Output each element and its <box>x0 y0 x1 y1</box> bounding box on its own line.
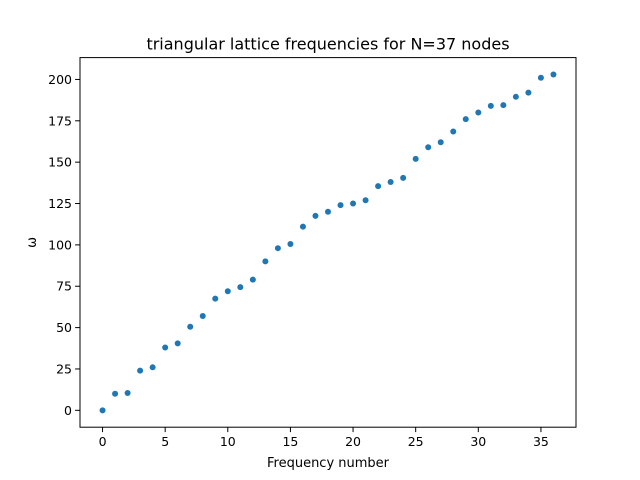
data-point <box>237 284 244 291</box>
x-tick-label: 30 <box>470 434 486 449</box>
plot-area <box>80 57 576 428</box>
data-point <box>199 313 206 320</box>
data-point <box>462 116 469 123</box>
y-tick-label: 100 <box>48 237 72 252</box>
data-point <box>337 202 344 209</box>
x-tick-label: 0 <box>99 434 107 449</box>
data-point <box>500 102 507 109</box>
x-tick-label: 5 <box>161 434 169 449</box>
x-axis-ticks: 0 5 10 15 20 25 30 35 <box>99 427 549 449</box>
data-point <box>187 323 194 330</box>
data-point <box>249 276 256 283</box>
x-tick-label: 20 <box>345 434 361 449</box>
data-point <box>212 295 219 302</box>
x-axis-label: Frequency number <box>267 456 390 471</box>
y-tick-label: 150 <box>48 155 72 170</box>
y-tick-label: 50 <box>56 320 72 335</box>
y-axis-ticks: 0 25 50 75 100 125 150 175 200 <box>48 72 80 418</box>
data-point <box>162 344 169 351</box>
data-point <box>412 155 419 162</box>
x-tick-label: 10 <box>220 434 236 449</box>
y-tick-label: 25 <box>56 361 72 376</box>
data-point <box>425 144 432 151</box>
x-tick-label: 15 <box>282 434 298 449</box>
data-point <box>274 245 281 252</box>
data-point <box>224 288 231 295</box>
data-point <box>299 223 306 230</box>
data-point <box>525 89 532 96</box>
data-point <box>375 183 382 190</box>
data-point <box>387 179 394 186</box>
data-point <box>550 71 557 78</box>
axes-frame <box>79 57 577 428</box>
data-point <box>437 139 444 146</box>
data-point <box>350 200 357 207</box>
data-point <box>124 389 131 396</box>
data-point <box>450 128 457 135</box>
chart-title: triangular lattice frequencies for N=37 … <box>146 35 509 54</box>
data-point <box>475 109 482 116</box>
data-points <box>99 71 557 414</box>
data-point <box>325 208 331 215</box>
y-tick-label: 125 <box>48 196 72 211</box>
x-tick-label: 35 <box>533 434 549 449</box>
x-tick-label: 25 <box>408 434 424 449</box>
data-point <box>99 407 106 414</box>
y-tick-label: 75 <box>56 279 72 294</box>
data-point <box>149 364 156 371</box>
data-point <box>174 340 181 347</box>
data-point <box>362 197 369 204</box>
data-point <box>487 102 494 109</box>
data-point <box>262 258 269 265</box>
data-point <box>312 212 319 219</box>
y-axis-label: ω <box>25 237 40 248</box>
data-point <box>287 241 294 248</box>
y-tick-label: 0 <box>64 403 72 418</box>
data-point <box>137 367 144 374</box>
y-tick-label: 175 <box>48 113 72 128</box>
data-point <box>112 390 119 397</box>
data-point <box>400 174 407 181</box>
y-tick-label: 200 <box>48 72 72 87</box>
data-point <box>512 93 519 100</box>
data-point <box>537 74 544 81</box>
